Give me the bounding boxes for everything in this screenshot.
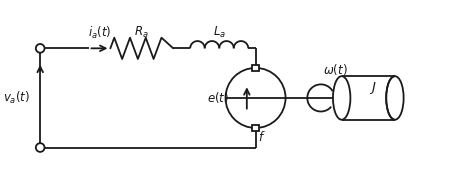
Text: $f$: $f$ — [257, 130, 265, 144]
Ellipse shape — [386, 76, 404, 120]
Bar — [252, 125, 259, 131]
Text: $J$: $J$ — [369, 80, 377, 96]
Text: $i_a(t)$: $i_a(t)$ — [88, 25, 111, 41]
Text: $v_a(t)$: $v_a(t)$ — [3, 90, 30, 106]
Text: $R_a$: $R_a$ — [135, 25, 149, 40]
Ellipse shape — [333, 76, 350, 120]
Bar — [252, 65, 259, 71]
Text: $L_a$: $L_a$ — [213, 25, 226, 40]
Text: $e(t)$: $e(t)$ — [207, 90, 229, 105]
Text: $\omega(t)$: $\omega(t)$ — [323, 62, 348, 77]
